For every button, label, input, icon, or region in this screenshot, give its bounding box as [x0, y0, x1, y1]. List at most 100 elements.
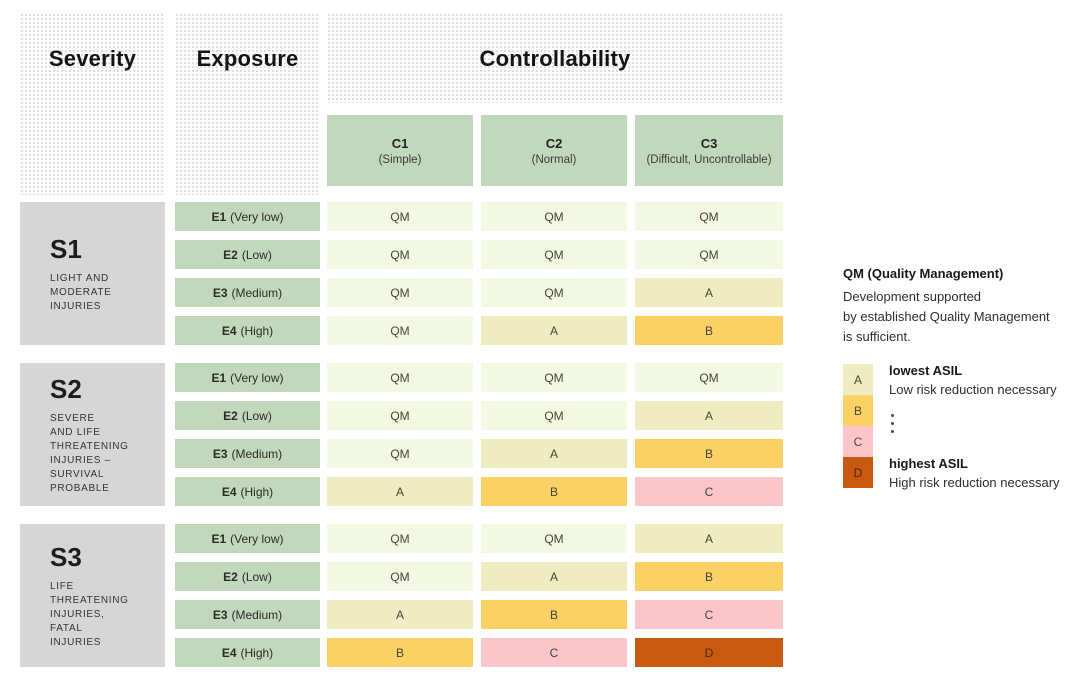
asil-cell: C [481, 638, 627, 667]
severity-header-panel: Severity [20, 13, 165, 195]
asil-cell: C [635, 477, 783, 506]
asil-cell: B [481, 600, 627, 629]
asil-cell: QM [327, 202, 473, 231]
exposure-desc: (Very low) [230, 209, 284, 224]
asil-swatch-d: D [843, 457, 873, 488]
asil-cell: QM [327, 278, 473, 307]
exposure-desc: (Medium) [231, 446, 283, 461]
severity-s2-description: SEVERE AND LIFE THREATENING INJURIES – S… [50, 412, 129, 494]
exposure-desc: (Very low) [230, 370, 284, 385]
exposure-desc: (High) [240, 323, 274, 338]
asil-cell: C [635, 600, 783, 629]
asil-cell: QM [635, 363, 783, 392]
severity-s3-description: LIFE THREATENING INJURIES, FATAL INJURIE… [50, 580, 129, 648]
exposure-code: E2 [223, 408, 238, 423]
asil-cell: QM [481, 363, 627, 392]
exposure-label: E3 (Medium) [175, 278, 320, 307]
asil-cell: A [327, 477, 473, 506]
asil-cell: QM [635, 240, 783, 269]
asil-cell: QM [481, 401, 627, 430]
asil-cell: QM [327, 363, 473, 392]
highest-asil-label: highest ASIL High risk reduction necessa… [889, 456, 1079, 490]
asil-cell: A [635, 278, 783, 307]
exposure-header-title: Exposure [196, 46, 299, 71]
lowest-asil-label: lowest ASIL Low risk reduction necessary [889, 363, 1079, 397]
asil-cell: B [635, 562, 783, 591]
asil-cell: QM [481, 524, 627, 553]
lowest-asil-title: lowest ASIL [889, 363, 963, 378]
ellipsis-dots [891, 414, 894, 433]
c2-label: (Normal) [531, 153, 577, 166]
exposure-label: E2 (Low) [175, 401, 320, 430]
qm-legend-body: Development supported by established Qua… [843, 289, 1050, 345]
exposure-code: E3 [212, 607, 228, 622]
exposure-label: E4 (High) [175, 638, 320, 667]
exposure-code: E4 [221, 645, 237, 660]
severity-s1-description: LIGHT AND MODERATE INJURIES [50, 272, 112, 312]
controllability-level-c3: C3 (Difficult, Uncontrollable) [635, 115, 783, 186]
severity-group-s1: S1 LIGHT AND MODERATE INJURIES [20, 202, 165, 345]
c3-code: C3 [700, 135, 718, 151]
exposure-desc: (Very low) [230, 531, 284, 546]
controllability-level-c2: C2 (Normal) [481, 115, 627, 186]
asil-swatch-b: B [843, 395, 873, 426]
c1-code: C1 [391, 135, 409, 151]
severity-header-title: Severity [48, 46, 137, 71]
asil-swatch-c: C [843, 426, 873, 457]
exposure-label: E1 (Very low) [175, 363, 320, 392]
exposure-label: E1 (Very low) [175, 524, 320, 553]
asil-cell: B [327, 638, 473, 667]
c2-code: C2 [545, 135, 563, 151]
exposure-code: E1 [211, 531, 227, 546]
exposure-code: E2 [223, 569, 238, 584]
severity-group-s3: S3 LIFE THREATENING INJURIES, FATAL INJU… [20, 524, 165, 667]
exposure-code: E2 [223, 247, 238, 262]
asil-cell: A [481, 439, 627, 468]
exposure-code: E4 [221, 323, 237, 338]
exposure-desc: (Low) [241, 569, 272, 584]
exposure-code: E3 [212, 285, 228, 300]
exposure-label: E2 (Low) [175, 240, 320, 269]
exposure-desc: (High) [240, 484, 274, 499]
lowest-asil-subtitle: Low risk reduction necessary [889, 382, 1057, 397]
exposure-desc: (Medium) [231, 285, 283, 300]
exposure-desc: (High) [240, 645, 274, 660]
exposure-label: E4 (High) [175, 316, 320, 345]
controllability-level-c1: C1 (Simple) [327, 115, 473, 186]
asil-cell: QM [635, 202, 783, 231]
exposure-label: E1 (Very low) [175, 202, 320, 231]
severity-s3-code: S3 [50, 541, 82, 572]
asil-cell: QM [327, 240, 473, 269]
asil-cell: QM [327, 316, 473, 345]
asil-cell: A [635, 524, 783, 553]
asil-cell: B [635, 316, 783, 345]
exposure-code: E4 [221, 484, 237, 499]
severity-group-s2: S2 SEVERE AND LIFE THREATENING INJURIES … [20, 363, 165, 506]
exposure-desc: (Low) [241, 247, 272, 262]
qm-legend-note: QM (Quality Management) Development supp… [843, 266, 1078, 347]
asil-cell: QM [327, 401, 473, 430]
severity-s2-code: S2 [50, 373, 82, 404]
exposure-label: E4 (High) [175, 477, 320, 506]
controllability-header-title: Controllability [479, 46, 631, 71]
exposure-desc: (Medium) [231, 607, 283, 622]
asil-cell: QM [327, 439, 473, 468]
exposure-desc: (Low) [241, 408, 272, 423]
asil-swatch-a: A [843, 364, 873, 395]
asil-cell: B [481, 477, 627, 506]
asil-cell: QM [327, 524, 473, 553]
severity-s1-code: S1 [50, 233, 82, 264]
exposure-code: E1 [211, 370, 227, 385]
asil-cell: QM [481, 202, 627, 231]
asil-cell: D [635, 638, 783, 667]
asil-cell: A [481, 316, 627, 345]
exposure-label: E3 (Medium) [175, 439, 320, 468]
exposure-header-panel: Exposure [175, 13, 320, 195]
asil-cell: QM [481, 278, 627, 307]
c1-label: (Simple) [378, 153, 422, 166]
asil-cell: A [481, 562, 627, 591]
exposure-label: E3 (Medium) [175, 600, 320, 629]
highest-asil-title: highest ASIL [889, 456, 968, 471]
highest-asil-subtitle: High risk reduction necessary [889, 475, 1060, 490]
